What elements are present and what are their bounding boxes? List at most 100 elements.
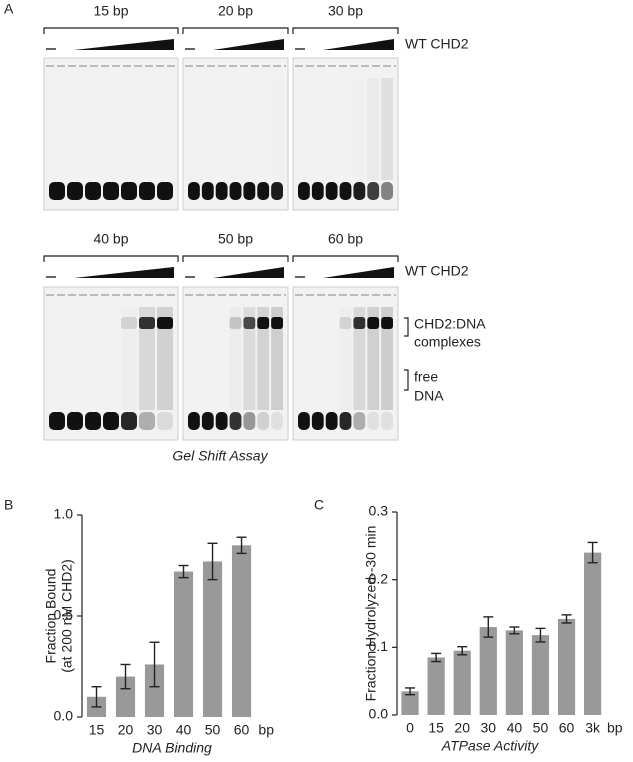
free-band xyxy=(353,182,366,200)
gel-label: 15 bp xyxy=(93,3,128,19)
error-bar xyxy=(91,686,102,708)
free-band xyxy=(188,182,200,200)
error-bar xyxy=(120,663,131,690)
gel-caption: Gel Shift Assay xyxy=(172,448,268,464)
error-bar xyxy=(587,541,598,564)
free-band xyxy=(157,182,173,200)
free-band xyxy=(271,182,283,200)
free-band xyxy=(381,412,393,430)
bar xyxy=(115,676,136,717)
free-band xyxy=(188,412,200,430)
gel-bracket xyxy=(292,27,399,34)
x-tick-label: 20 xyxy=(454,720,470,736)
titrant-label: WT CHD2 xyxy=(405,36,469,52)
bar xyxy=(173,571,194,717)
complex-bracket xyxy=(404,317,409,337)
complex-band xyxy=(157,317,173,329)
gel xyxy=(43,57,179,211)
free-band xyxy=(139,412,155,430)
gel-bracket xyxy=(43,255,179,262)
free-band xyxy=(339,182,352,200)
titrant-label: WT CHD2 xyxy=(405,263,469,279)
free-band xyxy=(215,412,228,430)
titration-wedge xyxy=(323,39,394,50)
x-axis-label: ATPase Activity xyxy=(441,738,539,754)
complex-band xyxy=(367,317,380,329)
y-tick-label: 0.3 xyxy=(369,503,389,519)
complex-band xyxy=(229,317,242,329)
bar xyxy=(427,657,445,715)
complex-band xyxy=(271,317,283,329)
gel-label: 60 bp xyxy=(328,231,363,247)
complex-band xyxy=(139,317,155,329)
complex-band xyxy=(339,317,352,329)
free-band xyxy=(85,412,101,430)
error-bar xyxy=(236,536,247,555)
x-tick-label: 50 xyxy=(205,722,221,738)
panel-label: B xyxy=(4,497,13,513)
bar xyxy=(479,627,497,715)
x-tick-label: 20 xyxy=(118,722,134,738)
titration-wedge xyxy=(323,267,394,278)
free-band xyxy=(271,412,283,430)
free-band xyxy=(67,182,83,200)
gel-bracket xyxy=(292,255,399,262)
free-band xyxy=(49,182,65,200)
y-tick-label: 1.0 xyxy=(54,506,74,522)
free-band xyxy=(67,412,83,430)
gel-label: 40 bp xyxy=(93,231,128,247)
y-tick-label: 0.1 xyxy=(369,638,389,654)
smear xyxy=(271,307,283,410)
free-band xyxy=(367,182,380,200)
x-unit: bp xyxy=(258,722,274,738)
error-bar xyxy=(405,687,416,696)
free-band xyxy=(49,412,65,430)
error-bar xyxy=(483,616,494,638)
x-tick-label: 30 xyxy=(147,722,163,738)
x-tick-label: 30 xyxy=(480,720,496,736)
smear xyxy=(257,307,270,410)
x-tick-label: 0 xyxy=(406,720,414,736)
free-label: free xyxy=(414,369,438,385)
complex-label: CHD2:DNA xyxy=(414,316,486,332)
smear xyxy=(367,78,380,180)
free-band xyxy=(298,412,310,430)
free-band xyxy=(229,412,242,430)
free-band xyxy=(339,412,352,430)
free-band xyxy=(201,412,214,430)
gel-label: 20 bp xyxy=(218,3,253,19)
x-unit: bp xyxy=(607,720,623,736)
smear xyxy=(367,307,380,410)
error-bar xyxy=(178,564,189,579)
x-tick-label: 60 xyxy=(559,720,575,736)
free-band xyxy=(157,412,173,430)
bar xyxy=(557,618,576,715)
x-tick-label: 40 xyxy=(176,722,192,738)
smear xyxy=(381,78,393,180)
x-tick-label: 60 xyxy=(234,722,250,738)
smear xyxy=(271,78,283,180)
free-band xyxy=(243,412,256,430)
gel-bracket xyxy=(182,27,289,34)
free-band xyxy=(353,412,366,430)
x-tick-label: 40 xyxy=(507,720,523,736)
complex-band xyxy=(243,317,256,329)
free-band xyxy=(257,412,270,430)
free-band xyxy=(121,412,137,430)
free-band xyxy=(243,182,256,200)
titration-wedge xyxy=(74,39,174,50)
free-band xyxy=(103,182,119,200)
gel-label: 50 bp xyxy=(218,231,253,247)
bar xyxy=(202,561,223,717)
error-bar xyxy=(207,542,218,581)
smear xyxy=(139,307,155,410)
bar xyxy=(584,552,602,715)
bar xyxy=(531,635,550,715)
smear xyxy=(381,307,393,410)
free-band xyxy=(298,182,310,200)
error-bar xyxy=(149,641,160,688)
free-band xyxy=(229,182,242,200)
free-band xyxy=(103,412,119,430)
y-axis-label: (at 200 nM CHD2) xyxy=(59,559,75,673)
